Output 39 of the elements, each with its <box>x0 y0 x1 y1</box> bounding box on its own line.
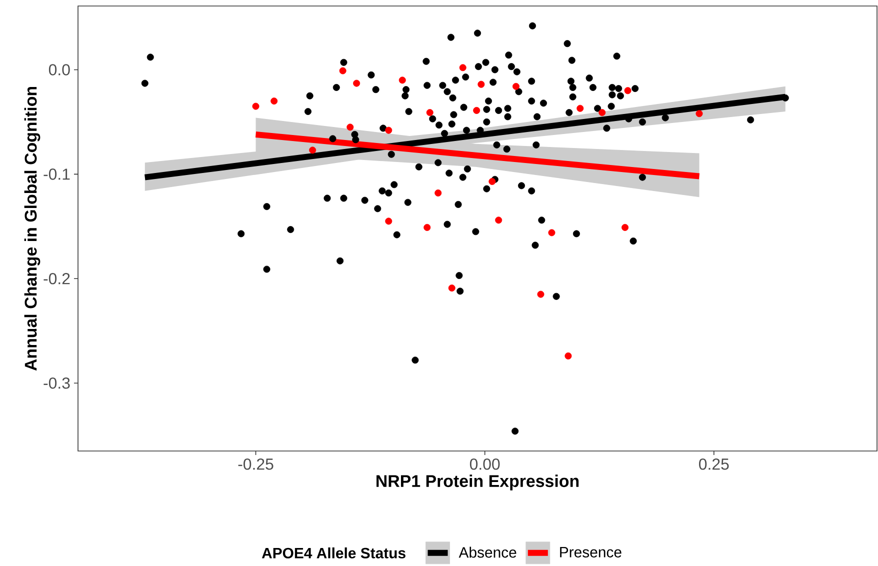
point <box>512 82 520 90</box>
point <box>478 80 485 88</box>
x-tick-label: 0.00 <box>470 458 500 470</box>
point <box>398 76 406 84</box>
y-tick-label: 0.0 <box>48 64 70 76</box>
y-tick-label: -0.3 <box>44 377 70 389</box>
y-tick-label: -0.2 <box>44 273 70 284</box>
point <box>270 98 278 105</box>
y-axis-title: Annual Change in Global Cognition <box>24 86 40 371</box>
point <box>353 80 360 87</box>
point <box>459 64 466 72</box>
point <box>473 106 480 114</box>
point <box>385 126 392 134</box>
point <box>696 110 703 118</box>
point <box>622 224 629 231</box>
x-axis-title: NRP1 Protein Expression <box>376 474 579 490</box>
point <box>448 284 456 292</box>
legend-title: APOE4 Allele Status <box>262 547 406 558</box>
y-tick-label: -0.1 <box>44 168 70 180</box>
point <box>537 290 544 298</box>
point <box>346 124 354 131</box>
point <box>424 224 431 231</box>
point <box>576 104 584 112</box>
point <box>252 102 260 110</box>
point <box>624 87 632 94</box>
point <box>495 216 502 224</box>
point <box>488 178 496 185</box>
legend-label: Absence <box>458 546 516 558</box>
point <box>598 109 606 116</box>
x-tick-label: 0.25 <box>699 458 729 470</box>
point <box>434 189 442 196</box>
x-tick-label: -0.25 <box>238 458 274 470</box>
point <box>339 67 346 74</box>
legend-label: Presence <box>560 547 622 558</box>
point <box>564 352 572 360</box>
point <box>426 109 434 116</box>
point <box>548 229 556 236</box>
point <box>309 146 316 154</box>
point <box>385 218 392 225</box>
